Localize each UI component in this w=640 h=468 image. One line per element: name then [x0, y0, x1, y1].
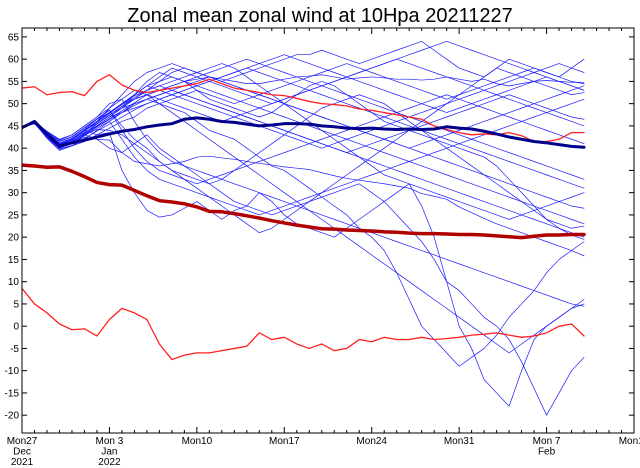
y-tick-label: 65 — [8, 32, 20, 43]
x-tick-label: Mon 3 — [96, 436, 124, 447]
y-tick-label: -5 — [10, 344, 19, 355]
ensemble-line — [22, 98, 585, 367]
ensemble-mean-line — [22, 116, 586, 149]
y-tick-label: -20 — [5, 411, 20, 422]
y-tick-label: 20 — [8, 233, 20, 244]
x-tick-label: Mon31 — [444, 436, 475, 447]
ensemble-line — [22, 122, 585, 416]
x-tick-label: Mon27 — [7, 436, 38, 447]
clim-upper-line — [22, 74, 585, 143]
x-tick-label: Feb — [538, 447, 556, 458]
y-tick-label: 35 — [8, 166, 20, 177]
y-tick-label: 40 — [8, 144, 20, 155]
y-tick-label: 60 — [8, 55, 20, 66]
ensemble-line — [22, 67, 585, 189]
y-tick-label: 25 — [8, 210, 20, 221]
ensemble-line — [22, 58, 585, 180]
ensemble-line — [22, 76, 585, 209]
ensemble-line — [22, 89, 585, 354]
clim-mean-line — [22, 163, 586, 240]
y-tick-label: 50 — [8, 99, 20, 110]
x-tick-label: 2021 — [11, 457, 34, 468]
clim-lower-line — [22, 287, 585, 361]
x-tick-label: Mon17 — [269, 436, 300, 447]
ensemble-line — [22, 58, 585, 145]
chart-title: Zonal mean zonal wind at 10Hpa 20211227 — [127, 5, 512, 27]
y-tick-label: 30 — [8, 188, 20, 199]
ensemble-line — [22, 72, 585, 225]
y-tick-label: -15 — [5, 388, 20, 399]
plot-area — [22, 41, 586, 416]
x-tick-label: 2022 — [98, 457, 121, 468]
x-tick-label: Dec — [13, 447, 31, 458]
y-tick-label: 55 — [8, 77, 20, 88]
y-tick-label: 45 — [8, 121, 20, 132]
x-tick-label: Mon14 — [619, 436, 640, 447]
y-tick-label: -10 — [5, 366, 20, 377]
ensemble-line — [22, 98, 585, 216]
ensemble-line — [22, 98, 585, 307]
x-tick-label: Mon24 — [356, 436, 387, 447]
ensemble-line — [22, 63, 585, 220]
x-tick-label: Mon 7 — [533, 436, 561, 447]
y-tick-label: 10 — [8, 277, 20, 288]
y-tick-label: 15 — [8, 255, 20, 266]
y-tick-label: 5 — [13, 299, 19, 310]
series-layer — [22, 41, 586, 416]
ensemble-line — [22, 94, 585, 185]
ensemble-line — [22, 122, 585, 407]
y-tick-label: 0 — [13, 322, 19, 333]
ensemble-line — [22, 85, 585, 238]
plot-frame — [21, 27, 635, 434]
ensemble-line — [22, 122, 585, 257]
ensemble-line — [22, 67, 585, 149]
x-tick-label: Jan — [101, 447, 117, 458]
x-tick-label: Mon10 — [182, 436, 213, 447]
ensemble-line — [22, 94, 585, 229]
